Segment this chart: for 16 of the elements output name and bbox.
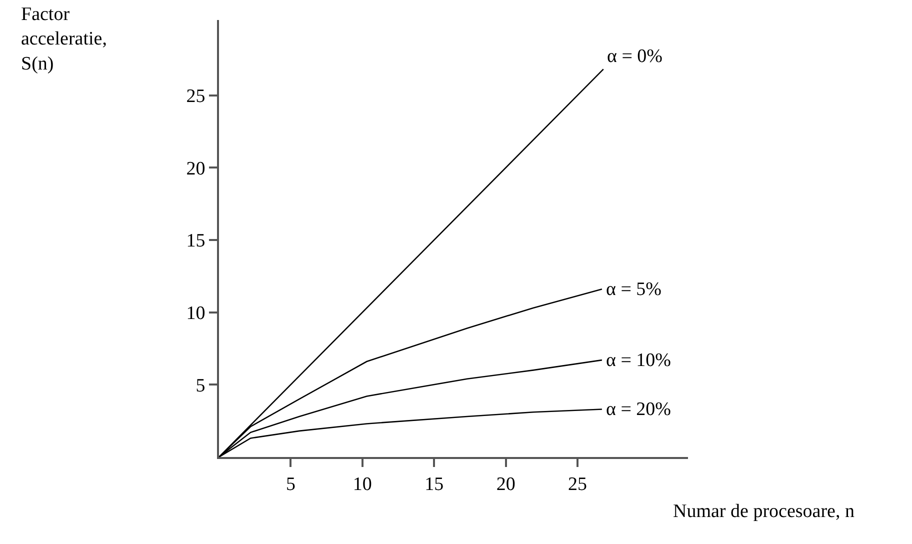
y-tick-label: 25 (186, 86, 206, 107)
y-tick-label: 10 (186, 302, 206, 324)
x-tick-label: 10 (352, 474, 372, 495)
x-tick-label: 5 (286, 474, 296, 495)
x-axis-title: Numar de procesoare, n (673, 501, 855, 522)
y-tick-label: 5 (196, 375, 206, 396)
x-tick-label: 25 (568, 474, 588, 495)
series-label: α = 10% (606, 350, 672, 371)
y-tick-label: 20 (186, 158, 206, 180)
x-tick-label: 15 (424, 474, 444, 495)
y-axis-title: Factor acceleratie, S(n) (21, 4, 107, 74)
x-tick-label: 20 (496, 474, 516, 495)
series-label: α = 20% (606, 399, 672, 420)
series-label: α = 0% (607, 46, 663, 67)
series-label: α = 5% (606, 279, 662, 300)
y-tick-label: 15 (186, 230, 206, 252)
